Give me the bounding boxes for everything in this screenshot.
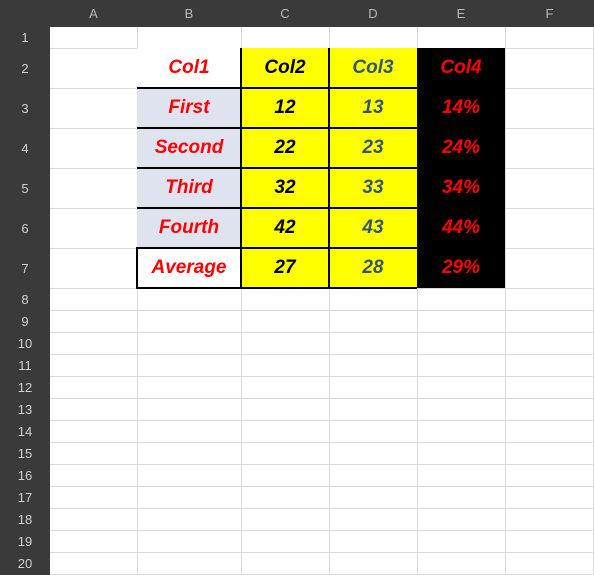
- cell-e6[interactable]: 44%: [417, 208, 505, 248]
- cell-c7[interactable]: 27: [241, 248, 329, 288]
- cell-d3[interactable]: 13: [329, 88, 417, 128]
- row-header-13[interactable]: 13: [0, 398, 50, 420]
- cell-d5[interactable]: 33: [329, 168, 417, 208]
- cell-b2[interactable]: Col1: [137, 48, 241, 88]
- gridline: [329, 27, 330, 575]
- cell-c6[interactable]: 42: [241, 208, 329, 248]
- row-header-5[interactable]: 5: [0, 168, 50, 208]
- row-header-14[interactable]: 14: [0, 420, 50, 442]
- gridline: [50, 530, 594, 531]
- select-all-corner[interactable]: [0, 0, 50, 27]
- row-header-17[interactable]: 17: [0, 486, 50, 508]
- cell-border: [137, 167, 417, 169]
- row-header-12[interactable]: 12: [0, 376, 50, 398]
- column-header-d[interactable]: D: [329, 0, 417, 27]
- cell-border: [137, 127, 417, 129]
- cell-e4[interactable]: 24%: [417, 128, 505, 168]
- cell-e5[interactable]: 34%: [417, 168, 505, 208]
- column-header-f[interactable]: F: [505, 0, 594, 27]
- cell-b4[interactable]: Second: [137, 128, 241, 168]
- row-header-16[interactable]: 16: [0, 464, 50, 486]
- gridline: [50, 464, 594, 465]
- gridline: [241, 27, 242, 575]
- gridline: [50, 310, 594, 311]
- cell-b7[interactable]: Average: [137, 248, 241, 288]
- cell-b3[interactable]: First: [137, 88, 241, 128]
- gridline: [50, 332, 594, 333]
- row-header-10[interactable]: 10: [0, 332, 50, 354]
- column-header-c[interactable]: C: [241, 0, 329, 27]
- cell-e2[interactable]: Col4: [417, 48, 505, 88]
- gridline: [50, 398, 594, 399]
- gridline: [50, 486, 594, 487]
- cell-d6[interactable]: 43: [329, 208, 417, 248]
- gridline: [50, 376, 594, 377]
- row-header-15[interactable]: 15: [0, 442, 50, 464]
- cell-border: [136, 287, 417, 289]
- cell-border: [137, 247, 417, 249]
- column-header-b[interactable]: B: [137, 0, 241, 27]
- gridline: [50, 508, 594, 509]
- gridline: [505, 27, 506, 575]
- cell-c4[interactable]: 22: [241, 128, 329, 168]
- cell-c5[interactable]: 32: [241, 168, 329, 208]
- cell-border: [136, 247, 138, 289]
- cell-c3[interactable]: 12: [241, 88, 329, 128]
- gridline: [417, 27, 418, 575]
- column-header-e[interactable]: E: [417, 0, 505, 27]
- cell-c2[interactable]: Col2: [241, 48, 329, 88]
- cell-e3[interactable]: 14%: [417, 88, 505, 128]
- cell-border: [137, 87, 417, 89]
- row-header-2[interactable]: 2: [0, 48, 50, 88]
- cell-border: [137, 207, 417, 209]
- row-header-11[interactable]: 11: [0, 354, 50, 376]
- gridline: [50, 420, 594, 421]
- column-header-a[interactable]: A: [50, 0, 137, 27]
- row-header-6[interactable]: 6: [0, 208, 50, 248]
- row-header-8[interactable]: 8: [0, 288, 50, 310]
- cell-d7[interactable]: 28: [329, 248, 417, 288]
- row-header-7[interactable]: 7: [0, 248, 50, 288]
- row-header-19[interactable]: 19: [0, 530, 50, 552]
- row-header-9[interactable]: 9: [0, 310, 50, 332]
- gridline: [137, 27, 138, 575]
- gridline: [50, 552, 594, 553]
- cell-b5[interactable]: Third: [137, 168, 241, 208]
- row-header-3[interactable]: 3: [0, 88, 50, 128]
- row-header-20[interactable]: 20: [0, 552, 50, 575]
- cell-d4[interactable]: 23: [329, 128, 417, 168]
- row-header-18[interactable]: 18: [0, 508, 50, 530]
- cell-e7[interactable]: 29%: [417, 248, 505, 288]
- cell-b6[interactable]: Fourth: [137, 208, 241, 248]
- row-header-4[interactable]: 4: [0, 128, 50, 168]
- gridline: [50, 442, 594, 443]
- cell-d2[interactable]: Col3: [329, 48, 417, 88]
- gridline: [50, 354, 594, 355]
- row-header-1[interactable]: 1: [0, 27, 50, 48]
